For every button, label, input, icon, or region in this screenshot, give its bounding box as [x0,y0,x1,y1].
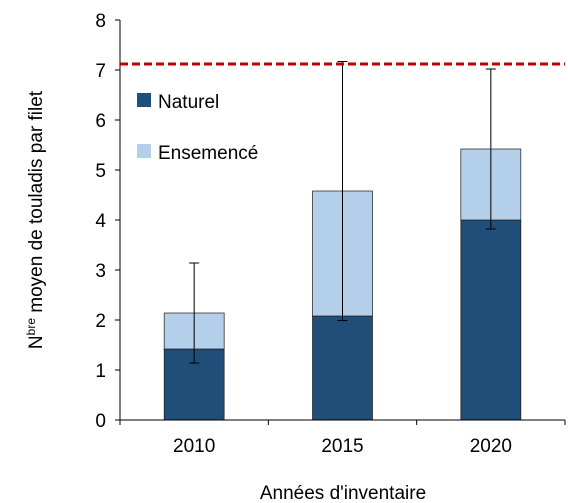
y-tick-label: 4 [95,211,106,232]
y-tick-label: 2 [95,311,106,332]
error-bar [485,68,496,230]
y-tick-label: 1 [95,361,106,382]
bar-segment [312,315,373,421]
y-tick-label: 8 [95,11,106,32]
y-label-base: N [26,335,47,349]
x-axis-label: Années d'inventaire [260,483,426,503]
legend-label: Naturel [158,92,219,113]
y-tick-label: 6 [95,111,106,132]
x-tick-label: 2015 [321,436,363,457]
y-tick-label: 7 [95,61,106,82]
error-bar [189,262,200,364]
y-axis-label: Nbre moyen de touladis par filet [24,90,47,349]
bar-segment [460,219,522,421]
y-label-rest: moyen de touladis par filet [26,90,47,318]
x-tick-label: 2010 [173,436,215,457]
legend-swatch [137,93,151,107]
y-tick-label: 0 [95,411,106,432]
legend-label: Ensemencé [158,143,258,164]
y-tick-label: 3 [95,261,106,282]
y-label-sup: bre [24,318,38,336]
legend-swatch [137,144,151,158]
x-tick-label: 2020 [470,436,512,457]
error-bar [337,61,348,321]
y-tick-label: 5 [95,161,106,182]
